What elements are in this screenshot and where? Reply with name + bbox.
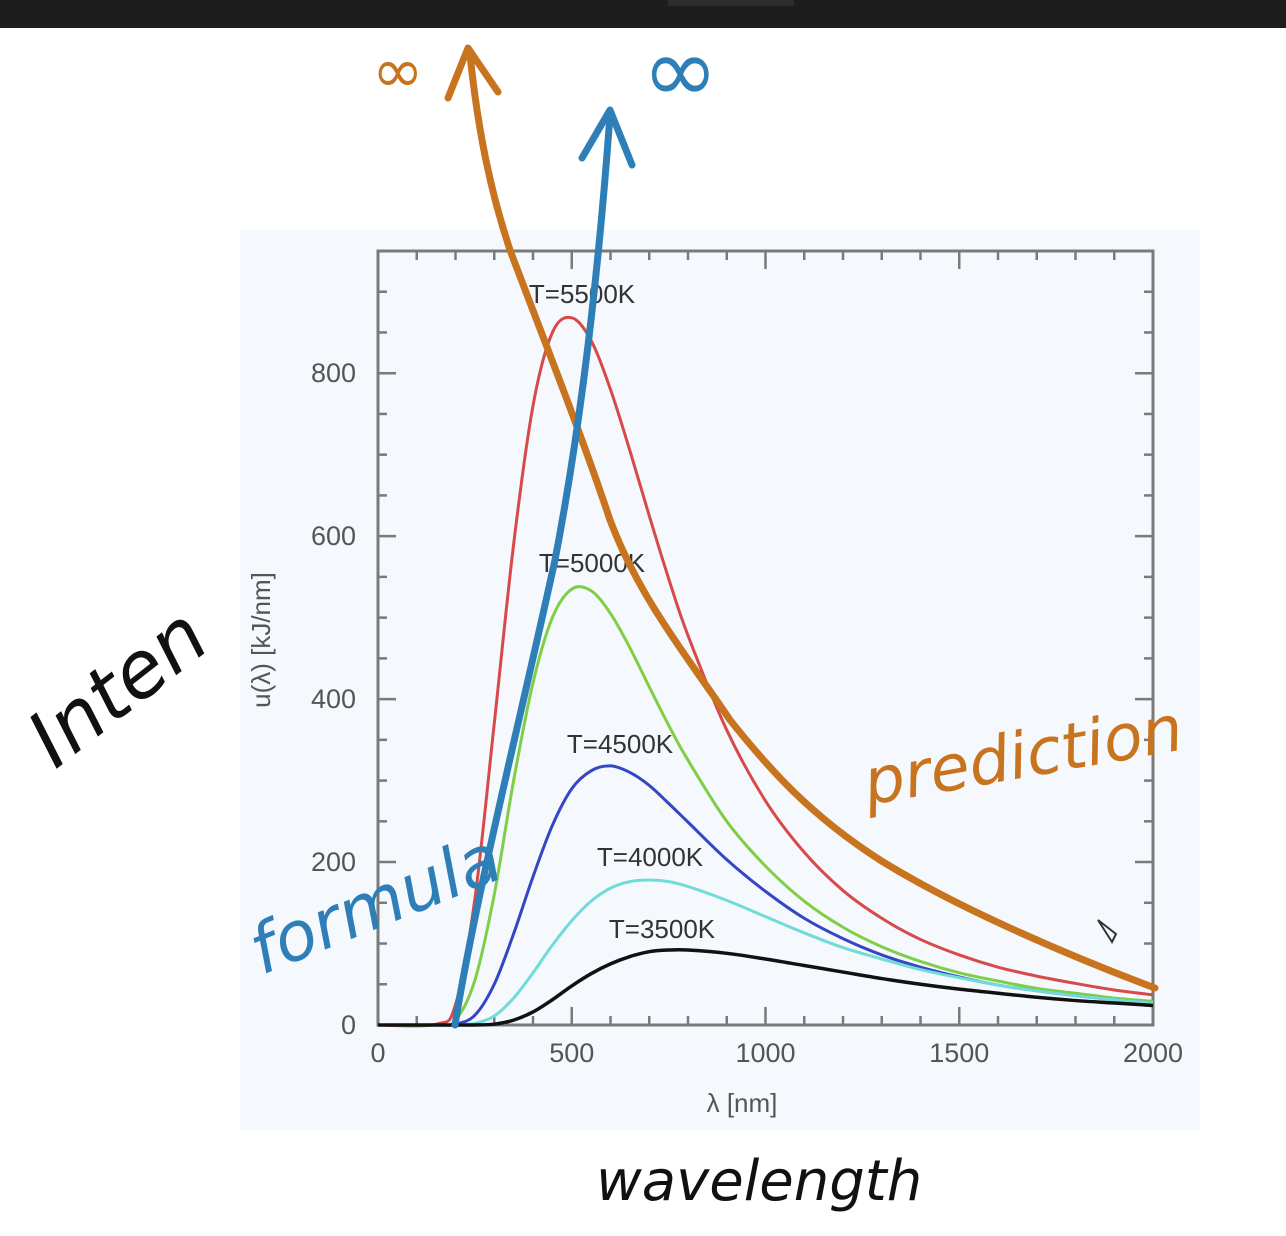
y-tick-label: 200 bbox=[311, 847, 356, 877]
y-tick-label: 400 bbox=[311, 684, 356, 714]
prediction-annotation: prediction bbox=[857, 692, 1188, 821]
x-tick-label: 500 bbox=[549, 1038, 594, 1068]
x-tick-label: 1000 bbox=[735, 1038, 795, 1068]
formula-curve bbox=[451, 111, 614, 1029]
x-tick-label: 0 bbox=[370, 1038, 385, 1068]
y-tick-label: 0 bbox=[341, 1010, 356, 1040]
x-tick-label: 2000 bbox=[1123, 1038, 1183, 1068]
series-line-t5500k bbox=[377, 315, 1154, 1028]
chart-panel bbox=[240, 230, 1200, 1130]
window-top-bar bbox=[0, 0, 1286, 28]
x-axis-label: λ [nm] bbox=[707, 1088, 778, 1118]
y-tick-label: 600 bbox=[311, 521, 356, 551]
orange-infinity-annotation: ∞ bbox=[372, 34, 424, 107]
curve-label-5500k: T=5500K bbox=[529, 279, 636, 309]
curve-label-4500k: T=4500K bbox=[567, 729, 674, 759]
orange-arrow-head-icon bbox=[444, 44, 502, 102]
x-tick-label: 1500 bbox=[929, 1038, 989, 1068]
tick-labels: 0 500 1000 1500 2000 0 200 400 600 800 bbox=[311, 358, 1183, 1068]
top-bar-tab bbox=[668, 0, 794, 6]
curve-label-3500k: T=3500K bbox=[609, 914, 716, 944]
intensity-annotation: Inten bbox=[11, 591, 224, 785]
minor-ticks bbox=[376, 251, 1155, 1027]
blue-infinity-annotation: ∞ bbox=[642, 17, 719, 124]
curve-label-4000k: T=4000K bbox=[597, 842, 704, 872]
classical-prediction-curve bbox=[466, 51, 1159, 992]
wavelength-annotation: wavelength bbox=[596, 1149, 922, 1214]
series-line-t3500k bbox=[377, 947, 1154, 1027]
series-layer bbox=[377, 315, 1154, 1028]
formula-annotation: formula bbox=[239, 819, 513, 991]
blue-arrow-head-icon bbox=[578, 106, 636, 169]
y-tick-label: 800 bbox=[311, 358, 356, 388]
pen-cursor-icon bbox=[1097, 919, 1118, 945]
y-axis-label: u(λ) [kJ/nm] bbox=[246, 572, 276, 708]
series-line-t5000k bbox=[377, 585, 1154, 1027]
plot-frame bbox=[376, 249, 1155, 1027]
series-line-t4000k bbox=[377, 878, 1154, 1027]
